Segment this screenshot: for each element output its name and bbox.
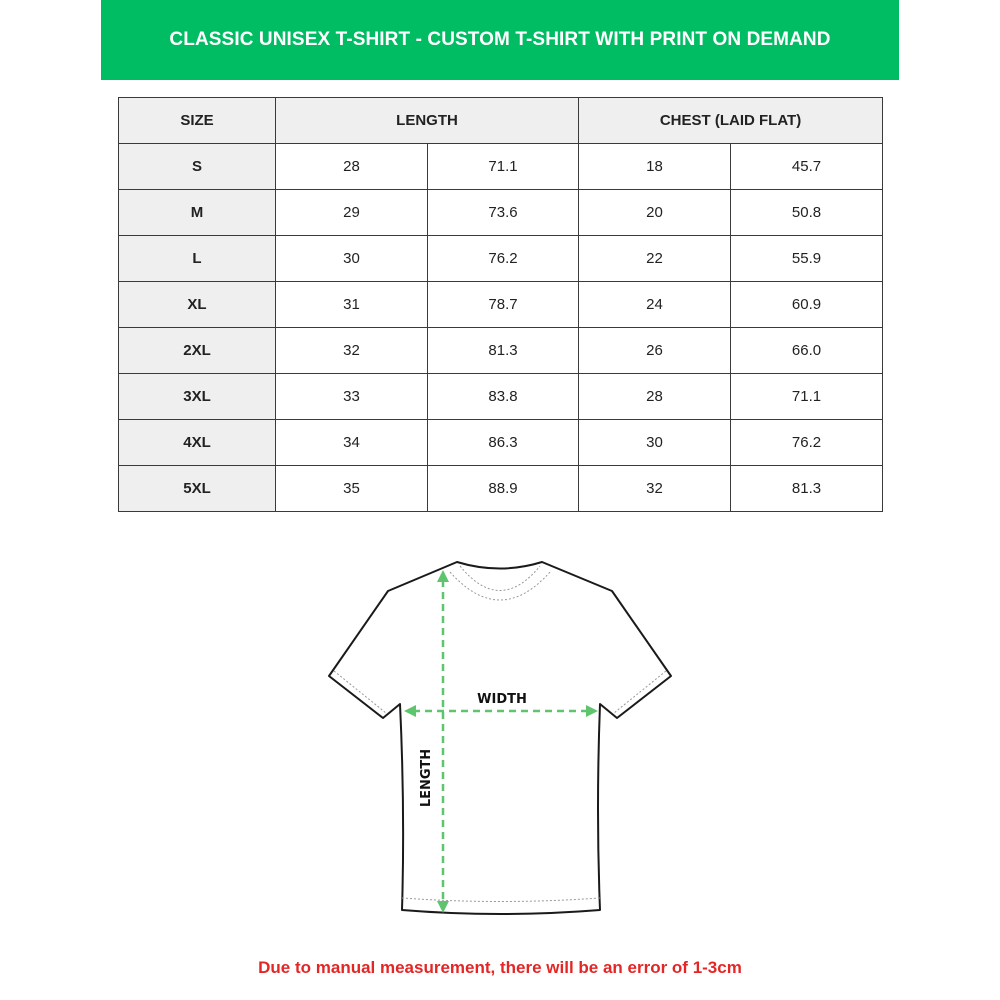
tshirt-stitching bbox=[333, 565, 667, 902]
size-cell: M bbox=[118, 189, 276, 236]
table-row: 4XL 34 86.3 30 76.2 bbox=[118, 419, 884, 466]
width-arrow bbox=[404, 705, 598, 717]
length-arrow bbox=[437, 570, 449, 913]
size-cell: L bbox=[118, 235, 276, 282]
length-in-cell: 30 bbox=[275, 235, 428, 282]
chest-cm-cell: 50.8 bbox=[730, 189, 884, 236]
chest-in-cell: 32 bbox=[578, 465, 732, 512]
size-cell: 2XL bbox=[118, 327, 276, 374]
table-row: S 28 71.1 18 45.7 bbox=[118, 143, 884, 190]
chest-cm-cell: 60.9 bbox=[730, 281, 884, 328]
length-in-cell: 29 bbox=[275, 189, 428, 236]
header-size: SIZE bbox=[118, 97, 276, 144]
chest-in-cell: 28 bbox=[578, 373, 732, 420]
table-row: 2XL 32 81.3 26 66.0 bbox=[118, 327, 884, 374]
length-cm-cell: 81.3 bbox=[426, 327, 580, 374]
length-cm-cell: 78.7 bbox=[426, 281, 580, 328]
length-cm-cell: 83.8 bbox=[426, 373, 580, 420]
chest-in-cell: 20 bbox=[578, 189, 732, 236]
size-cell: 4XL bbox=[118, 419, 276, 466]
chest-cm-cell: 55.9 bbox=[730, 235, 884, 282]
length-in-cell: 28 bbox=[275, 143, 428, 190]
length-cm-cell: 71.1 bbox=[426, 143, 580, 190]
table-row: M 29 73.6 20 50.8 bbox=[118, 189, 884, 236]
page-title: CLASSIC UNISEX T-SHIRT - CUSTOM T-SHIRT … bbox=[169, 29, 831, 50]
chest-cm-cell: 45.7 bbox=[730, 143, 884, 190]
size-cell: 5XL bbox=[118, 465, 276, 512]
chest-in-cell: 30 bbox=[578, 419, 732, 466]
size-cell: S bbox=[118, 143, 276, 190]
title-banner: CLASSIC UNISEX T-SHIRT - CUSTOM T-SHIRT … bbox=[101, 0, 899, 80]
chest-cm-cell: 66.0 bbox=[730, 327, 884, 374]
table-row: 3XL 33 83.8 28 71.1 bbox=[118, 373, 884, 420]
length-cm-cell: 88.9 bbox=[426, 465, 580, 512]
length-cm-cell: 86.3 bbox=[426, 419, 580, 466]
width-label: WIDTH bbox=[477, 692, 527, 707]
size-cell: XL bbox=[118, 281, 276, 328]
tshirt-outline bbox=[328, 561, 672, 915]
table-row: 5XL 35 88.9 32 81.3 bbox=[118, 465, 884, 512]
header-chest: CHEST (LAID FLAT) bbox=[578, 97, 884, 144]
length-in-cell: 34 bbox=[275, 419, 428, 466]
length-in-cell: 33 bbox=[275, 373, 428, 420]
measurement-note: Due to manual measurement, there will be… bbox=[258, 958, 742, 977]
length-label: LENGTH bbox=[419, 749, 434, 807]
chest-cm-cell: 81.3 bbox=[730, 465, 884, 512]
chest-in-cell: 24 bbox=[578, 281, 732, 328]
size-chart-table: SIZE LENGTH CHEST (LAID FLAT) S 28 71.1 18 4… bbox=[118, 97, 884, 512]
table-row: L 30 76.2 22 55.9 bbox=[118, 235, 884, 282]
chest-in-cell: 22 bbox=[578, 235, 732, 282]
length-cm-cell: 73.6 bbox=[426, 189, 580, 236]
chest-in-cell: 26 bbox=[578, 327, 732, 374]
chest-cm-cell: 76.2 bbox=[730, 419, 884, 466]
table-header-row: SIZE LENGTH CHEST (LAID FLAT) bbox=[118, 97, 884, 144]
length-in-cell: 35 bbox=[275, 465, 428, 512]
